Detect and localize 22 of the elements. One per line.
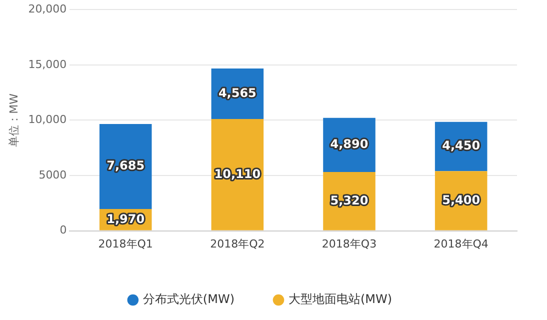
y-tick-label: 0 — [60, 224, 67, 237]
bar — [211, 118, 264, 230]
x-tick-label: 2018年Q4 — [434, 237, 488, 250]
y-tick-label: 15,000 — [28, 58, 67, 71]
x-tick-label: 2018年Q1 — [98, 237, 153, 250]
data-label: 4,450 — [442, 138, 480, 153]
y-axis-title: 单位：MW — [7, 93, 20, 147]
data-label: 5,400 — [442, 192, 480, 207]
y-tick-label: 10,000 — [28, 113, 67, 126]
data-label: 10,110 — [214, 166, 261, 181]
bar — [99, 124, 152, 210]
data-label: 4,890 — [330, 137, 368, 152]
legend-label: 大型地面电站(MW) — [288, 292, 392, 306]
data-label: 5,320 — [330, 193, 368, 208]
x-tick-label: 2018年Q3 — [322, 237, 377, 250]
x-tick-label: 2018年Q2 — [210, 237, 265, 250]
data-label: 1,970 — [106, 212, 145, 226]
y-tick-label: 20,000 — [28, 2, 67, 16]
data-label: 7,685 — [106, 158, 145, 173]
legend-label: 分布式光伏(MW) — [142, 292, 235, 306]
y-tick-label: 5000 — [38, 168, 67, 182]
data-label: 4,565 — [218, 86, 256, 100]
